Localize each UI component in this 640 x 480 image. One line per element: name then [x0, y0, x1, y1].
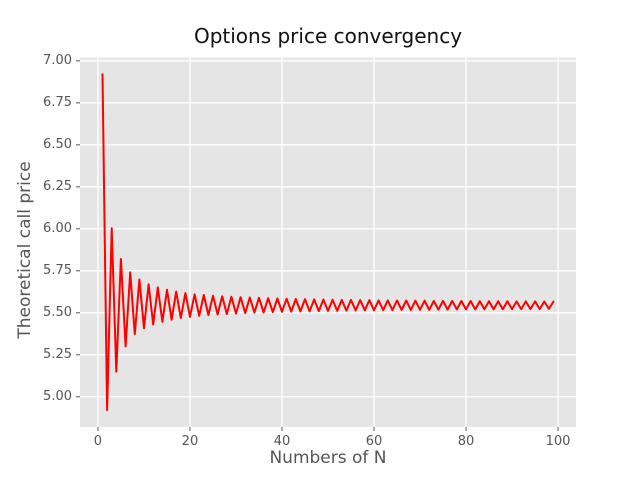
y-tick-label: 5.50: [43, 305, 72, 321]
x-tick-label: 60: [365, 434, 383, 449]
y-tick-label: 6.50: [43, 137, 72, 153]
y-tick-label: 5.25: [43, 347, 72, 363]
y-tick-label: 5.00: [43, 389, 72, 405]
x-axis-label: Numbers of N: [269, 448, 387, 468]
x-tick-label: 0: [93, 434, 103, 449]
y-tick-label: 5.75: [43, 263, 72, 279]
x-tick-label: 80: [457, 434, 475, 449]
y-tick-label: 6.00: [43, 221, 72, 237]
y-tick-label: 6.75: [43, 95, 72, 111]
plot-area: [80, 57, 576, 427]
x-tick-label: 20: [181, 434, 199, 449]
chart-title: Options price convergency: [193, 24, 463, 48]
series-line: [101, 73, 555, 412]
y-tick-label: 7.00: [43, 53, 72, 69]
x-tick-label: 40: [273, 434, 291, 449]
y-tick-label: 6.25: [43, 179, 72, 195]
x-tick-label: 100: [545, 434, 571, 449]
